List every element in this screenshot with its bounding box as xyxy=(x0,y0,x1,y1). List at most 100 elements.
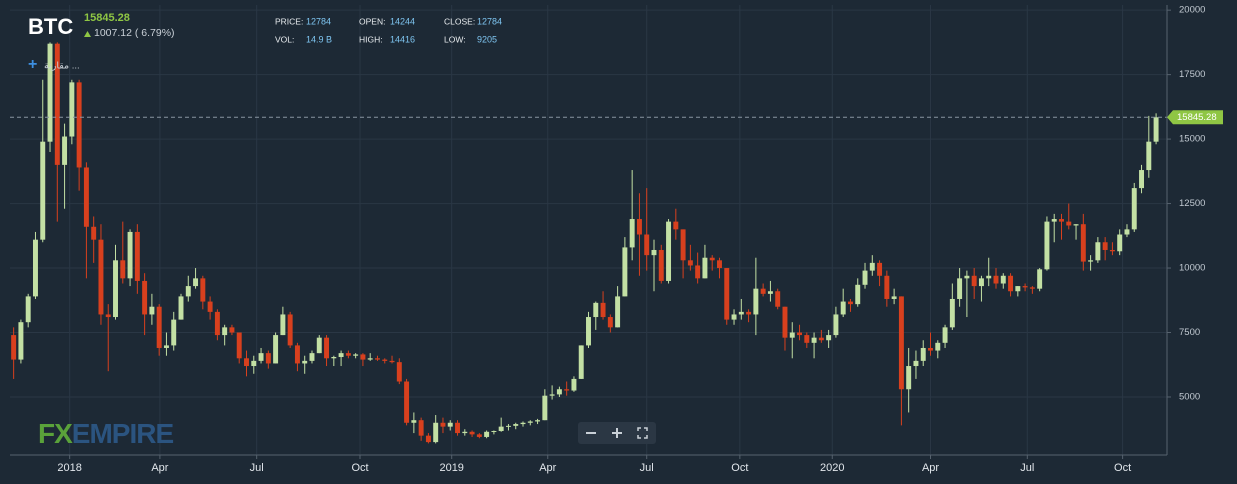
candle-body xyxy=(840,301,846,315)
compare-plus[interactable]: + xyxy=(28,56,37,73)
candle-body xyxy=(425,435,431,443)
candle-body xyxy=(251,360,257,367)
candle-body xyxy=(440,422,446,427)
candle-body xyxy=(1000,275,1006,284)
candle-body xyxy=(571,378,577,391)
candle-body xyxy=(651,249,657,256)
candle-body xyxy=(855,284,861,305)
x-tick-label: Apr xyxy=(539,462,556,474)
y-tick-label: 20000 xyxy=(1179,5,1205,16)
info-label: HIGH: xyxy=(359,34,383,44)
candle-body xyxy=(214,311,220,336)
compare-button[interactable]: + مقارنة ... xyxy=(28,56,80,73)
x-tick-label: 2020 xyxy=(820,462,844,474)
candle-body xyxy=(935,342,941,351)
candle-body xyxy=(753,288,759,315)
candle-body xyxy=(513,424,519,426)
candle-body xyxy=(229,327,235,333)
candle-body xyxy=(687,260,693,266)
candle-body xyxy=(520,422,526,425)
candle-body xyxy=(1008,275,1014,292)
candle-body xyxy=(862,270,868,285)
candle-body xyxy=(527,421,533,423)
candle-body xyxy=(491,431,497,433)
info-value: 12784 xyxy=(306,16,331,26)
candle-body xyxy=(556,389,562,395)
zoom-reset[interactable] xyxy=(637,427,648,439)
candle-body xyxy=(280,314,286,336)
candle-body xyxy=(404,381,410,423)
x-tick-label: Apr xyxy=(151,462,168,474)
candle-body xyxy=(244,358,249,367)
candle-body xyxy=(47,43,53,142)
x-tick-label: Oct xyxy=(1114,462,1131,474)
candle-body xyxy=(98,239,104,315)
candle-body xyxy=(818,337,824,341)
x-tick-label: Jul xyxy=(640,462,654,474)
candle-body xyxy=(724,268,730,320)
candle-body xyxy=(1044,221,1050,270)
candle-body xyxy=(382,359,388,361)
candle-body xyxy=(338,353,344,358)
candle-body xyxy=(746,311,752,315)
info-label: OPEN: xyxy=(359,16,385,26)
candle-body xyxy=(789,332,795,338)
candle-body xyxy=(1080,224,1086,262)
candle-body xyxy=(433,422,439,443)
candle-body xyxy=(120,260,126,279)
candle-body xyxy=(40,141,46,240)
candle-body xyxy=(891,296,897,299)
candle-body xyxy=(1109,249,1115,252)
y-tick-label: 7500 xyxy=(1179,327,1200,338)
candle-body xyxy=(447,422,453,427)
candle-body xyxy=(782,306,788,338)
candle-body xyxy=(877,262,883,276)
y-tick-label: 10000 xyxy=(1179,263,1205,274)
x-tick-label: Oct xyxy=(351,462,368,474)
candle-body xyxy=(18,322,24,360)
candle-body xyxy=(1073,224,1079,226)
candle-body xyxy=(913,360,919,367)
candle-body xyxy=(273,335,279,364)
candle-body xyxy=(62,136,68,165)
candle-body xyxy=(971,275,977,287)
candle-body xyxy=(964,275,970,279)
candle-body xyxy=(375,358,380,360)
candle-body xyxy=(163,345,169,348)
candle-body xyxy=(418,420,424,436)
candle-body xyxy=(200,278,206,302)
candle-body xyxy=(411,420,417,423)
info-label: VOL: xyxy=(275,34,294,44)
candle-body xyxy=(607,317,613,328)
x-tick-label: 2019 xyxy=(439,462,463,474)
last-price-label: 15845.28 xyxy=(1177,112,1217,123)
x-tick-label: Jul xyxy=(250,462,264,474)
candle-body xyxy=(353,354,359,356)
info-value: 14416 xyxy=(390,34,415,44)
candle-body xyxy=(462,431,468,434)
candle-body xyxy=(1059,219,1064,222)
y-tick-label: 5000 xyxy=(1179,391,1200,402)
y-tick-label: 17500 xyxy=(1179,69,1205,80)
candle-body xyxy=(717,260,722,269)
x-tick-label: Jul xyxy=(1020,462,1034,474)
zoom-in[interactable] xyxy=(612,428,622,438)
candle-body xyxy=(578,345,584,379)
candle-body xyxy=(942,327,948,343)
watermark-fx: FX xyxy=(38,418,73,449)
candle-body xyxy=(1066,221,1072,226)
candle-body xyxy=(593,302,599,318)
candle-body xyxy=(1153,117,1159,142)
compare-label[interactable]: مقارنة ... xyxy=(44,61,80,72)
candle-body xyxy=(455,422,460,434)
candle-body xyxy=(1139,170,1145,189)
candle-body xyxy=(1022,286,1028,288)
candle-body xyxy=(105,314,111,318)
candle-body xyxy=(54,43,60,165)
candle-body xyxy=(920,347,926,361)
info-value: 14244 xyxy=(390,16,415,26)
candle-body xyxy=(32,239,38,297)
candle-body xyxy=(389,360,395,363)
